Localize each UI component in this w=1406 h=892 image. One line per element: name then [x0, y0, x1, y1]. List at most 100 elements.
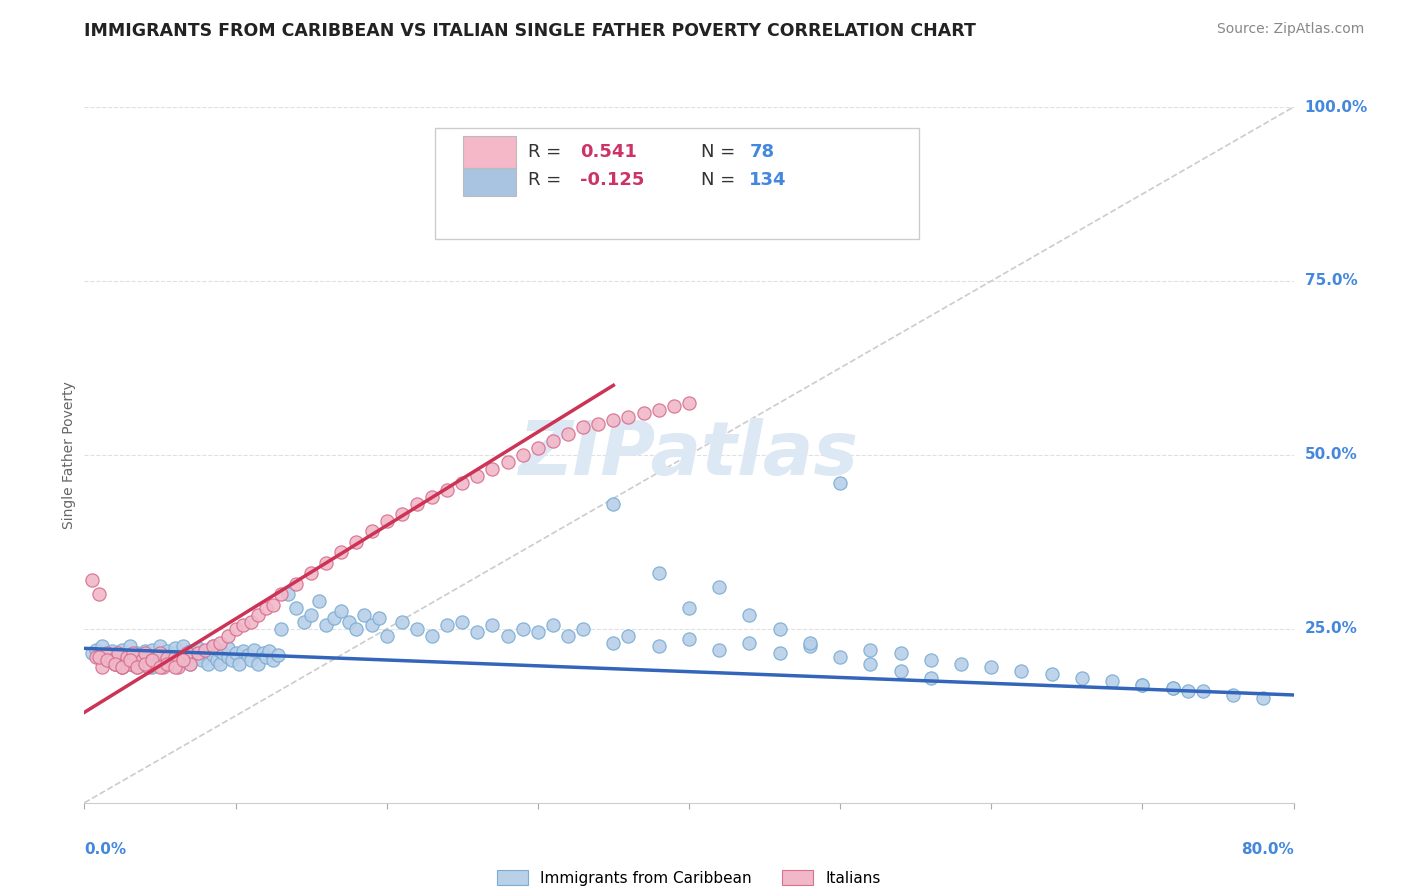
Text: 0.541: 0.541: [581, 144, 637, 161]
Point: [236, 648, 259, 663]
Point: [111, 660, 134, 674]
Point: [496, 629, 519, 643]
Text: ZIPatlas: ZIPatlas: [519, 418, 859, 491]
Point: [127, 660, 149, 674]
Point: [647, 566, 671, 581]
Point: [602, 636, 624, 650]
Point: [107, 646, 129, 660]
Point: [118, 639, 141, 653]
Point: [86, 649, 108, 664]
Point: [163, 641, 186, 656]
Point: [1161, 681, 1184, 695]
Point: [299, 566, 322, 581]
Text: 80.0%: 80.0%: [1240, 842, 1294, 856]
Point: [769, 622, 792, 636]
Point: [201, 639, 224, 653]
Point: [167, 660, 190, 674]
Point: [557, 629, 579, 643]
Point: [1130, 677, 1153, 691]
Point: [830, 475, 852, 490]
Point: [541, 434, 564, 448]
Point: [920, 671, 942, 685]
Point: [1101, 674, 1123, 689]
Point: [127, 660, 149, 674]
Point: [512, 448, 534, 462]
Point: [262, 653, 284, 667]
Point: [496, 455, 519, 469]
Text: 25.0%: 25.0%: [1305, 622, 1358, 636]
Point: [96, 646, 118, 660]
Point: [391, 615, 413, 629]
Point: [160, 657, 183, 671]
Point: [617, 409, 640, 424]
Point: [247, 657, 270, 671]
Point: [141, 653, 163, 667]
Point: [104, 657, 127, 671]
Point: [201, 648, 224, 663]
Point: [131, 653, 153, 667]
Point: [221, 653, 243, 667]
Point: [86, 642, 108, 657]
Point: [299, 607, 322, 622]
Point: [91, 660, 114, 674]
Point: [451, 615, 474, 629]
Point: [647, 402, 671, 417]
Point: [391, 507, 413, 521]
Point: [406, 497, 429, 511]
Point: [799, 639, 821, 653]
Point: [163, 649, 186, 664]
Point: [322, 611, 344, 625]
Point: [197, 657, 219, 671]
FancyBboxPatch shape: [463, 164, 516, 196]
Point: [194, 642, 217, 657]
Point: [980, 660, 1002, 674]
Point: [1130, 677, 1153, 691]
Point: [526, 625, 548, 640]
Point: [118, 653, 141, 667]
Legend: Immigrants from Caribbean, Italians: Immigrants from Caribbean, Italians: [498, 870, 880, 886]
Point: [738, 607, 761, 622]
Point: [467, 625, 489, 640]
Point: [176, 646, 198, 660]
Point: [662, 399, 685, 413]
Point: [406, 622, 429, 636]
Point: [890, 664, 912, 678]
Text: 78: 78: [749, 144, 775, 161]
Point: [262, 598, 284, 612]
Point: [217, 629, 239, 643]
Point: [156, 657, 179, 671]
Point: [738, 636, 761, 650]
Point: [436, 618, 458, 632]
Point: [167, 657, 190, 671]
Point: [1251, 691, 1274, 706]
Point: [1222, 688, 1244, 702]
Point: [127, 646, 149, 660]
Point: [678, 601, 700, 615]
Point: [368, 611, 391, 625]
Point: [602, 413, 624, 427]
Point: [257, 644, 280, 658]
Point: [146, 651, 169, 665]
Point: [375, 629, 398, 643]
Point: [557, 427, 579, 442]
Point: [209, 644, 232, 658]
Point: [160, 653, 183, 667]
Point: [179, 657, 201, 671]
Point: [136, 648, 159, 663]
Point: [1071, 671, 1094, 685]
Point: [194, 644, 217, 658]
Text: 0.0%: 0.0%: [84, 842, 127, 856]
Point: [107, 646, 129, 660]
Point: [115, 649, 138, 664]
Point: [172, 653, 194, 667]
Point: [467, 468, 489, 483]
Point: [337, 615, 360, 629]
Text: 75.0%: 75.0%: [1305, 274, 1357, 288]
Text: IMMIGRANTS FROM CARIBBEAN VS ITALIAN SINGLE FATHER POVERTY CORRELATION CHART: IMMIGRANTS FROM CARIBBEAN VS ITALIAN SIN…: [84, 22, 976, 40]
Point: [100, 653, 122, 667]
Point: [375, 514, 398, 528]
Point: [308, 594, 330, 608]
Point: [678, 632, 700, 647]
Text: 100.0%: 100.0%: [1305, 100, 1368, 114]
Point: [225, 622, 247, 636]
